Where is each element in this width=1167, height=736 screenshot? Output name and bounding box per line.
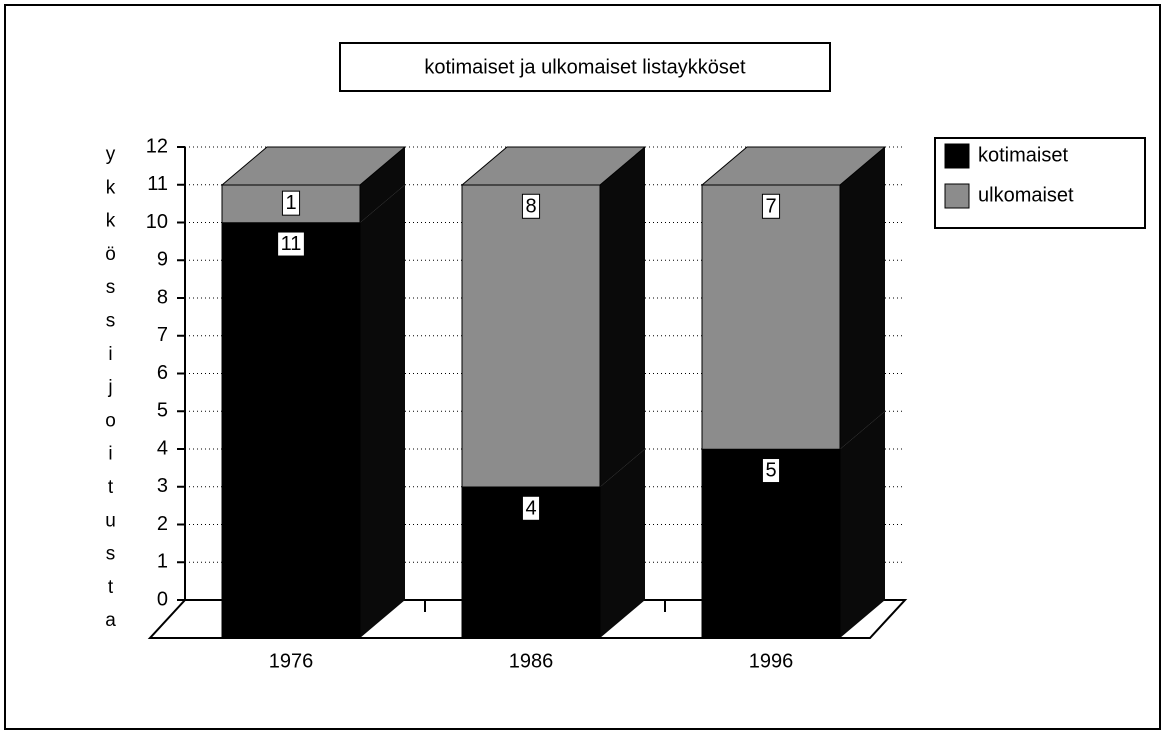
y-tick-label: 2 [157, 513, 168, 535]
bar-side [360, 184, 405, 638]
y-tick-label: 10 [146, 211, 168, 233]
chart-title: kotimaiset ja ulkomaiset listaykköset [424, 56, 746, 78]
data-label: 11 [281, 233, 302, 255]
y-tick-label: 0 [157, 588, 168, 610]
data-label: 5 [765, 460, 776, 482]
legend-label: ulkomaiset [978, 184, 1074, 206]
data-label-box [761, 458, 781, 484]
y-tick-label: 11 [147, 173, 168, 195]
bar-top [220, 146, 407, 186]
y-tick-label: 9 [157, 249, 168, 271]
bar-side [840, 411, 885, 638]
bar-side [600, 449, 645, 638]
data-label: 4 [525, 497, 536, 519]
bar-top [700, 146, 887, 186]
bar-top [460, 146, 647, 186]
y-tick-label: 12 [146, 135, 168, 157]
data-label-box [761, 193, 781, 219]
y-axis-label: ykkössijoitusta [100, 144, 121, 644]
legend-label: kotimaiset [978, 144, 1068, 166]
data-label: 8 [525, 195, 536, 217]
legend-swatch [944, 143, 970, 169]
legend-swatch [944, 183, 970, 209]
x-tick-label: 1996 [749, 650, 794, 672]
y-tick-label: 6 [157, 362, 168, 384]
bar-side [840, 147, 885, 450]
bar [701, 184, 841, 450]
data-label-box [277, 231, 305, 257]
bar [461, 184, 601, 488]
data-label: 7 [765, 195, 776, 217]
y-tick-label: 3 [157, 475, 168, 497]
x-tick-label: 1986 [509, 650, 554, 672]
data-label-box [521, 495, 541, 521]
data-label: 1 [285, 192, 296, 214]
y-tick-label: 1 [157, 551, 168, 573]
bar-side [600, 147, 645, 487]
title-box [339, 42, 831, 92]
y-tick-label: 4 [157, 437, 168, 459]
data-label-box [281, 190, 301, 216]
bar [221, 222, 361, 639]
legend-box [934, 137, 1146, 229]
y-tick-label: 7 [157, 324, 168, 346]
x-tick-label: 1976 [269, 650, 314, 672]
data-label-box [521, 193, 541, 219]
bar-side [360, 147, 405, 223]
y-tick-label: 5 [157, 400, 168, 422]
y-tick-label: 8 [157, 286, 168, 308]
